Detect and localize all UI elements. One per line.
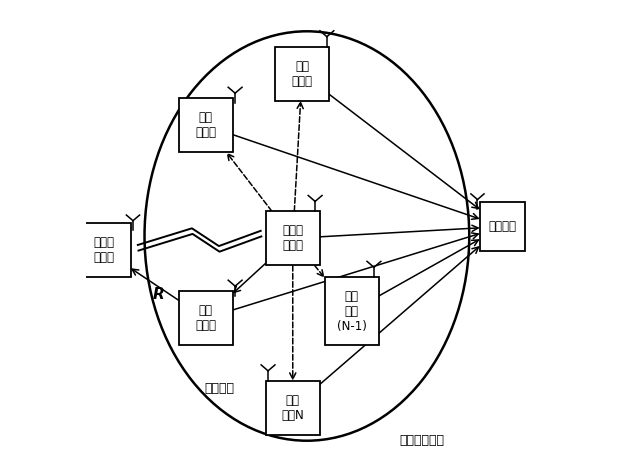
FancyBboxPatch shape — [76, 223, 130, 277]
Text: 事件区域: 事件区域 — [205, 382, 235, 396]
FancyBboxPatch shape — [178, 291, 233, 346]
FancyBboxPatch shape — [178, 98, 233, 152]
FancyBboxPatch shape — [480, 202, 525, 251]
Text: 认知无线网络: 认知无线网络 — [400, 434, 445, 447]
FancyBboxPatch shape — [266, 211, 320, 265]
Text: 认知
用户３: 认知 用户３ — [195, 304, 216, 332]
Text: 主用户
接收机: 主用户 接收机 — [93, 236, 114, 264]
Text: 认知
用户N: 认知 用户N — [281, 394, 304, 422]
Text: 认知
用户
(N-1): 认知 用户 (N-1) — [336, 290, 367, 333]
FancyBboxPatch shape — [324, 277, 379, 346]
Text: 认知
用户１: 认知 用户１ — [195, 111, 216, 139]
Text: R: R — [153, 287, 164, 303]
Text: 认知基站: 认知基站 — [488, 220, 516, 233]
Text: 认知
用户２: 认知 用户２ — [291, 59, 313, 88]
FancyBboxPatch shape — [266, 381, 320, 435]
Text: 主用户
发射机: 主用户 发射机 — [282, 224, 303, 253]
FancyBboxPatch shape — [275, 47, 329, 101]
